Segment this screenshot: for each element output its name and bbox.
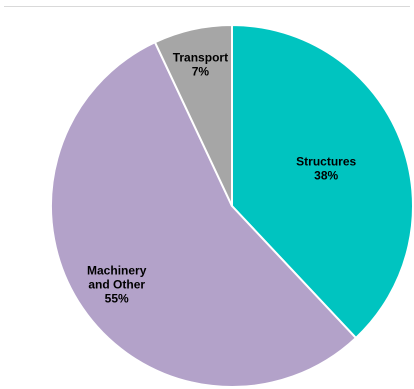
pie-label-category: Structures (296, 155, 356, 169)
pie-slice-transport (153, 24, 233, 207)
pie-label-category: Machinery (87, 263, 147, 277)
pie-slice-structures (231, 24, 414, 339)
pie-labels: Structures 38% Machinery and Other 55% Transp… (87, 51, 357, 306)
pie-label-transport: Transport 7% (173, 51, 228, 79)
pie-slices (50, 24, 414, 388)
pie-label-value: 55% (105, 291, 129, 305)
pie-label-structures: Structures 38% (296, 155, 356, 183)
pie-label-category: and Other (88, 277, 145, 291)
pie-label-category: Transport (173, 51, 228, 65)
pie-slice-machinery-and-other (50, 41, 357, 388)
pie-label-machinery-and-other: Machinery and Other 55% (87, 263, 147, 305)
top-border-line (4, 6, 410, 7)
pie-label-value: 38% (314, 169, 338, 183)
pie-label-value: 7% (192, 65, 210, 79)
